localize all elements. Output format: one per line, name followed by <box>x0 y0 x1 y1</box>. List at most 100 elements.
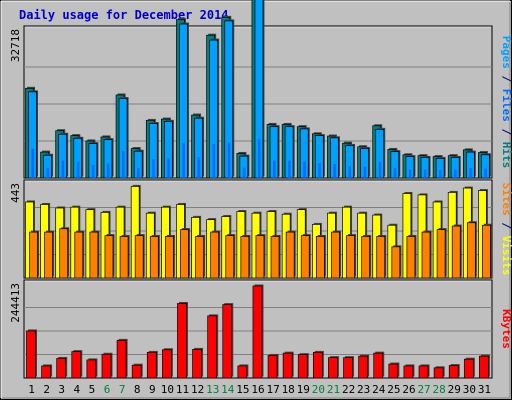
bar-files-day-7 <box>122 151 125 178</box>
day-label-27: 27 <box>417 383 430 396</box>
bar-kbytes-day-28 <box>433 367 444 379</box>
day-31-bars-visits-sites <box>478 189 492 279</box>
bar-files-day-19 <box>303 161 306 178</box>
day-label-18: 18 <box>282 383 295 396</box>
day-26-bars-kbytes <box>403 364 415 379</box>
series-label-part-hits-files-pages-3: / <box>500 122 512 142</box>
day-18-bars-hits-files-pages <box>281 122 295 179</box>
series-label-visits-sites: Sites / Visits <box>500 183 512 276</box>
bar-kbytes-day-7 <box>116 340 127 379</box>
bar-kbytes-day-5 <box>86 359 97 379</box>
day-label-11: 11 <box>176 383 189 396</box>
day-25-bars-kbytes <box>388 362 400 379</box>
ymax-label-kbytes: 244413 <box>9 283 22 323</box>
series-label-hits-files-pages: Pages / Files / Hits <box>500 36 512 169</box>
day-label-26: 26 <box>402 383 415 396</box>
bar-files-day-27 <box>424 169 427 178</box>
bar-kbytes-day-21 <box>328 357 338 379</box>
ymax-label-hits-files-pages: 32718 <box>9 29 22 62</box>
day-4-bars-hits-files-pages <box>70 134 84 179</box>
bar-sites-day-28 <box>436 229 446 279</box>
day-15-bars-hits-files-pages <box>236 151 250 179</box>
day-27-bars-hits-files-pages <box>417 154 431 179</box>
day-21-bars-visits-sites <box>327 211 341 279</box>
series-label-kbytes: KBytes <box>500 309 512 349</box>
day-15-bars-visits-sites <box>236 210 251 279</box>
day-5-bars-kbytes <box>86 358 98 379</box>
series-label-part-visits-sites-1: / <box>500 216 512 236</box>
day-10-bars-visits-sites <box>161 205 175 279</box>
bar-sites-day-15 <box>240 236 250 279</box>
bar-kbytes-day-2 <box>41 365 51 379</box>
bar-files-day-13 <box>212 144 216 178</box>
day-label-14: 14 <box>221 383 235 396</box>
bar-kbytes-day-19 <box>297 354 308 379</box>
bar-sites-day-8 <box>134 235 144 279</box>
day-11-bars-visits-sites <box>176 202 190 279</box>
day-3-bars-hits-files-pages <box>55 129 69 179</box>
day-label-2: 2 <box>43 383 50 396</box>
day-label-21: 21 <box>327 383 340 396</box>
bar-kbytes-day-31 <box>479 355 489 379</box>
day-20-bars-kbytes <box>312 350 324 379</box>
day-8-bars-kbytes <box>131 363 143 379</box>
day-2-bars-hits-files-pages <box>40 150 54 179</box>
bar-files-day-10 <box>167 158 170 178</box>
day-1-bars-kbytes <box>26 329 37 379</box>
bar-sites-day-6 <box>104 235 114 279</box>
day-label-23: 23 <box>357 383 370 396</box>
day-30-bars-visits-sites <box>462 186 477 279</box>
bar-files-day-31 <box>484 168 487 178</box>
panel-kbytes: 244413 KBytes <box>9 279 512 379</box>
day-22-bars-kbytes <box>343 356 355 379</box>
day-23-bars-kbytes <box>358 354 370 379</box>
day-23-bars-visits-sites <box>357 211 372 279</box>
day-label-29: 29 <box>448 383 461 396</box>
bar-kbytes-day-13 <box>207 315 218 379</box>
bar-files-day-21 <box>333 164 336 178</box>
bar-kbytes-day-24 <box>373 352 384 379</box>
day-9-bars-hits-files-pages <box>145 118 159 179</box>
day-7-bars-kbytes <box>116 338 128 379</box>
bar-sites-day-11 <box>180 229 189 279</box>
day-28-bars-hits-files-pages <box>432 155 446 179</box>
bar-kbytes-day-11 <box>177 303 187 379</box>
day-label-5: 5 <box>89 383 96 396</box>
day-30-bars-kbytes <box>463 357 475 379</box>
bar-files-day-30 <box>469 168 472 178</box>
bar-kbytes-day-25 <box>388 363 399 379</box>
day-16-bars-hits-files-pages <box>251 0 265 179</box>
day-21-bars-hits-files-pages <box>327 134 340 179</box>
bar-sites-day-14 <box>225 235 235 279</box>
bar-sites-day-26 <box>406 236 416 279</box>
day-11-bars-kbytes <box>177 301 188 379</box>
bar-files-day-17 <box>273 160 276 178</box>
bar-kbytes-day-27 <box>418 365 429 379</box>
day-6-bars-visits-sites <box>100 210 115 279</box>
day-7-bars-visits-sites <box>115 205 130 279</box>
day-28-bars-visits-sites <box>432 200 447 279</box>
series-label-part-hits-files-pages-2: Files <box>500 89 512 122</box>
series-label-part-kbytes-0: KBytes <box>500 309 512 349</box>
day-6-bars-kbytes <box>101 352 113 379</box>
day-25-bars-visits-sites <box>387 223 402 279</box>
day-26-bars-hits-files-pages <box>402 153 416 179</box>
day-label-7: 7 <box>119 383 126 396</box>
day-10-bars-kbytes <box>162 348 173 379</box>
day-label-6: 6 <box>104 383 111 396</box>
bar-files-day-1 <box>31 148 34 178</box>
day-5-bars-visits-sites <box>85 208 100 279</box>
bar-sites-day-17 <box>270 236 280 279</box>
bar-sites-day-30 <box>466 222 476 279</box>
day-30-bars-hits-files-pages <box>462 148 476 179</box>
bar-kbytes-day-23 <box>358 355 368 379</box>
day-11-bars-hits-files-pages <box>176 18 189 179</box>
day-28-bars-kbytes <box>433 366 445 379</box>
bar-sites-day-21 <box>331 231 340 279</box>
day-16-bars-visits-sites <box>251 211 266 279</box>
bar-sites-day-2 <box>44 231 53 279</box>
bar-sites-day-19 <box>300 235 310 279</box>
bar-sites-day-13 <box>210 231 220 279</box>
day-label-10: 10 <box>161 383 174 396</box>
series-label-part-hits-files-pages-4: Hits <box>500 142 512 169</box>
